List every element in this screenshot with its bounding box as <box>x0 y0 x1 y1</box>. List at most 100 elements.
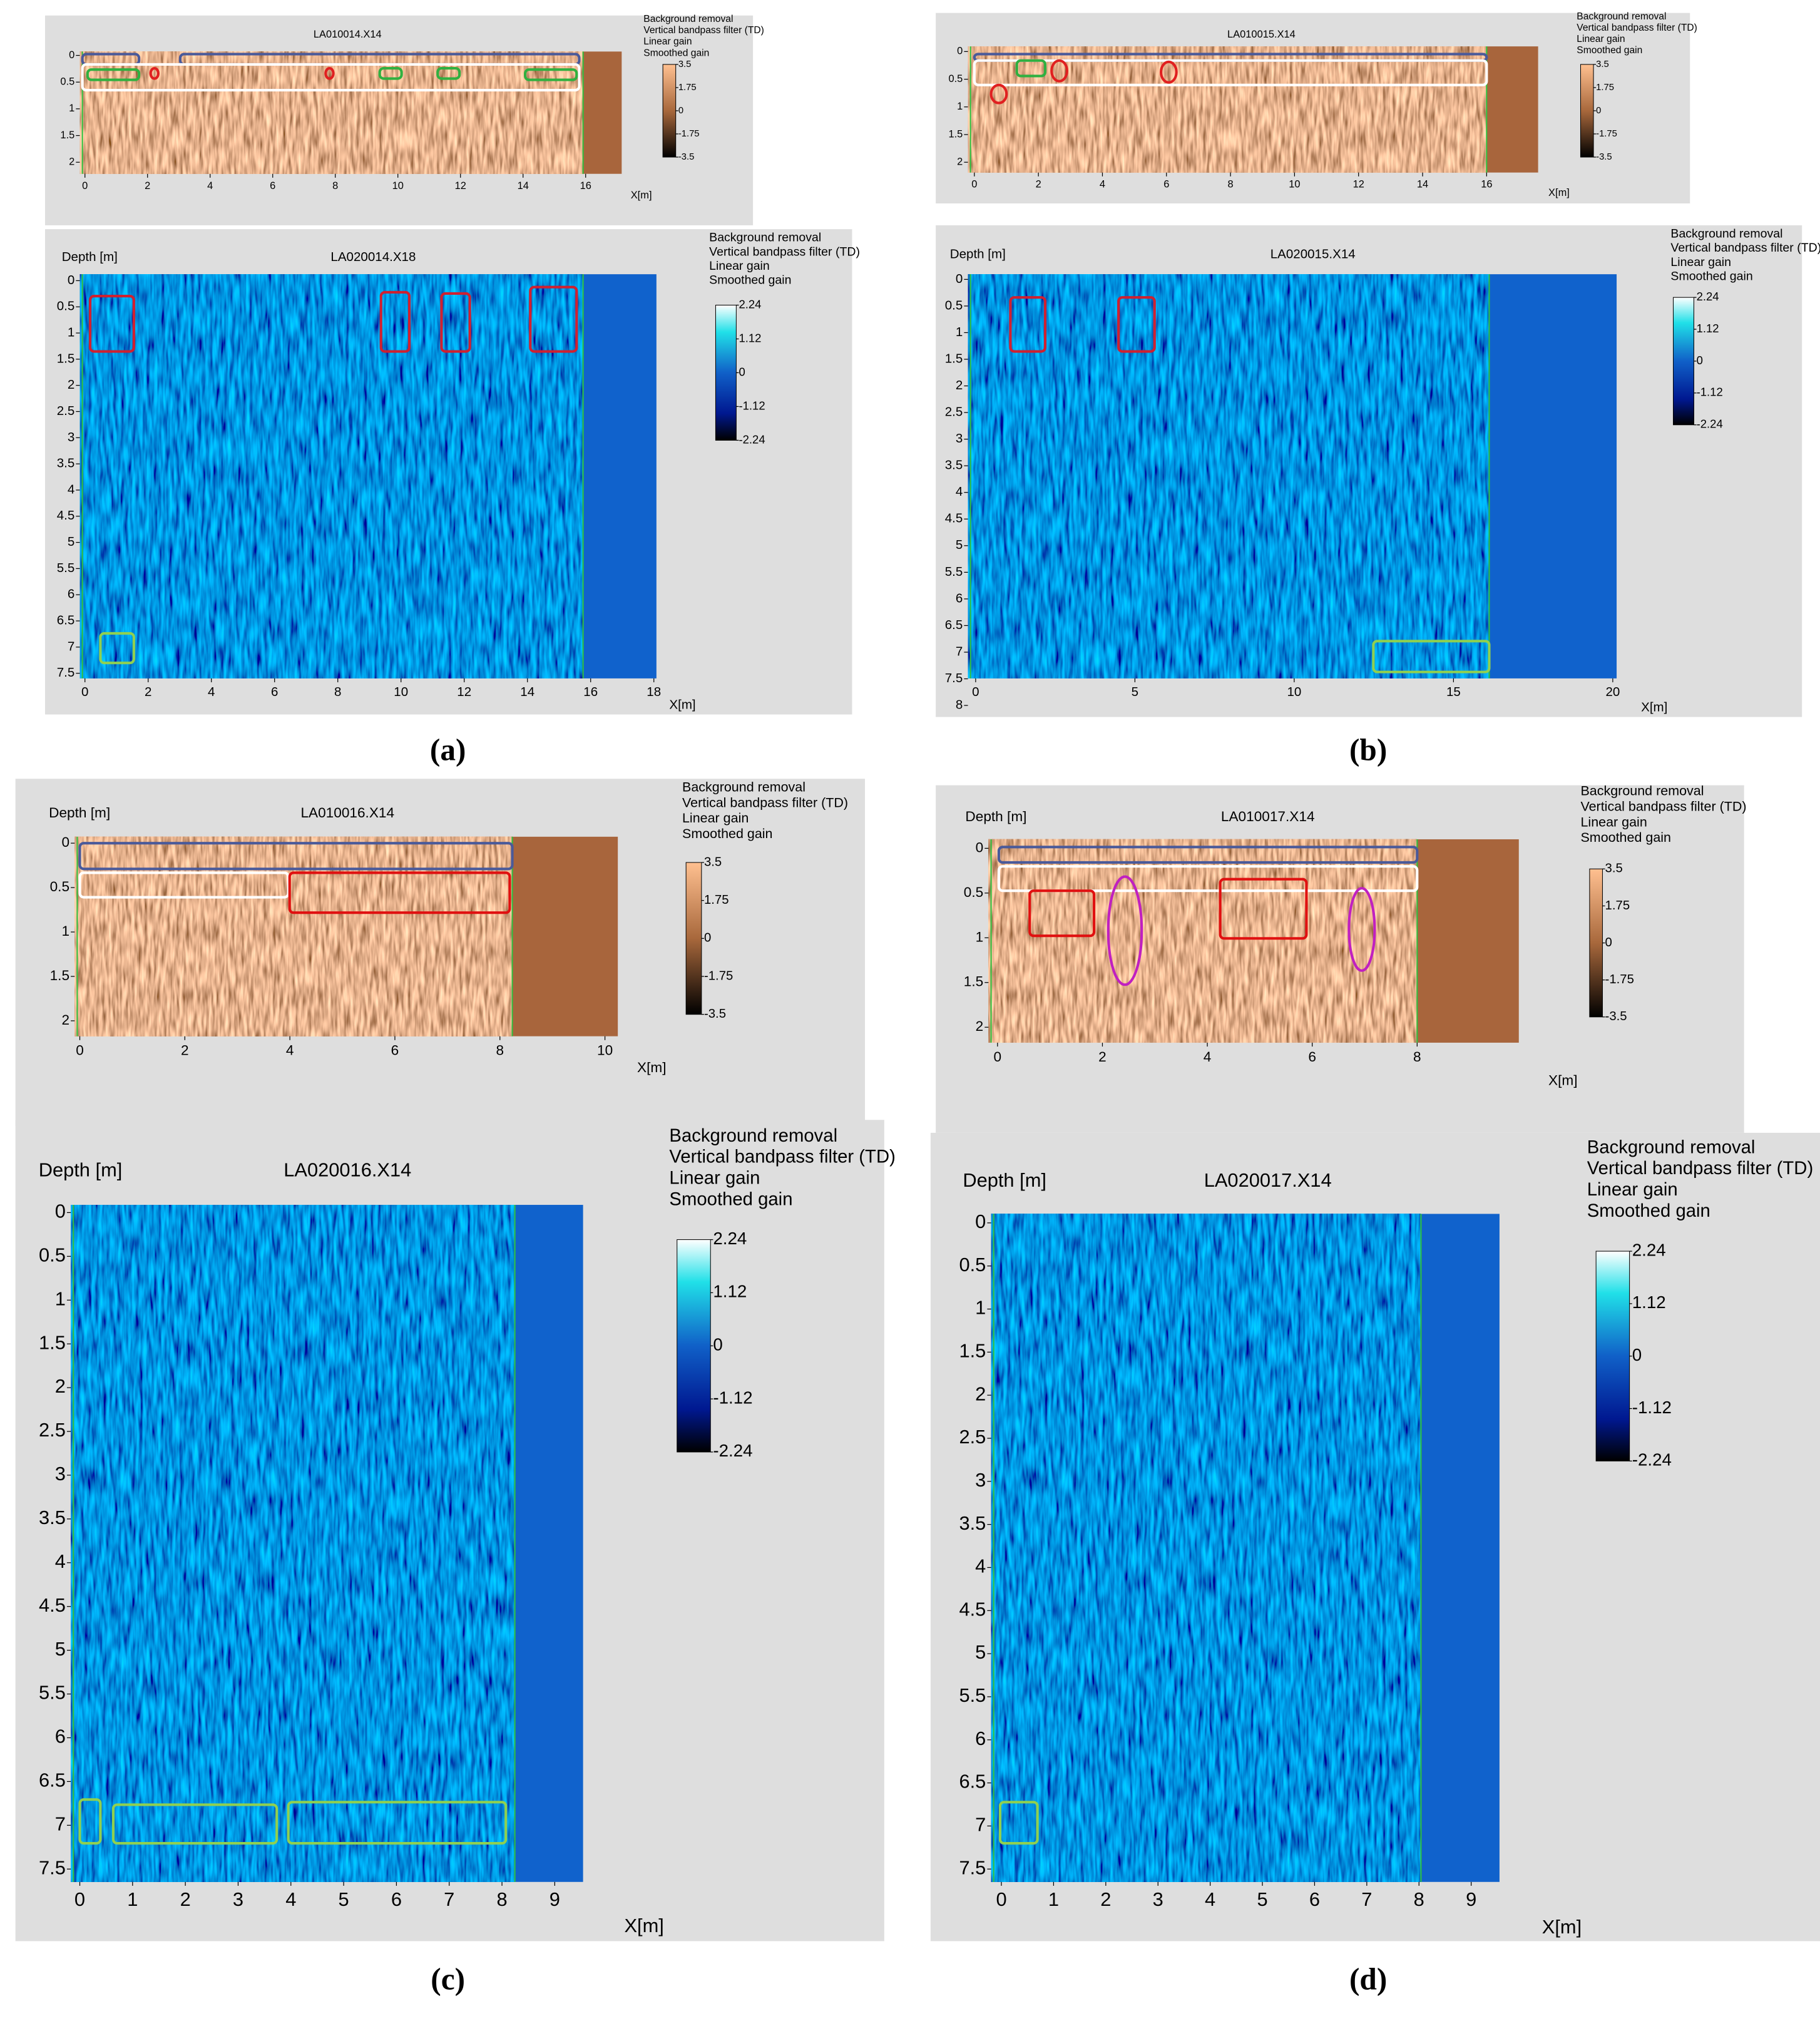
x-tick-label: 8 <box>496 1888 507 1910</box>
x-tick-label: 9 <box>1466 1888 1476 1910</box>
y-tick-label: 5 <box>956 538 963 552</box>
x-tick-label: 4 <box>1100 179 1105 190</box>
annotation-box <box>436 67 461 80</box>
processing-step: Linear gain <box>682 811 749 826</box>
radargram <box>988 839 1418 1043</box>
x-tick-label: 1 <box>1048 1888 1059 1910</box>
processing-step: Vertical bandpass filter (TD) <box>709 245 860 258</box>
y-tick-label: 6.5 <box>945 618 963 632</box>
colorbar-label: 3.5 <box>704 855 722 869</box>
y-tick-label: 6 <box>956 591 963 605</box>
depth-label: Depth [m] <box>963 1169 1046 1191</box>
x-tick-label: 6 <box>270 180 275 192</box>
colorbar-label: -1.75 <box>678 129 700 139</box>
annotation-ellipse <box>1050 59 1068 83</box>
colorbar-label: 1.12 <box>713 1282 747 1301</box>
y-tick-label: 8 <box>956 698 963 712</box>
x-tick-label: 7 <box>444 1888 454 1910</box>
colorbar-label: 0 <box>1605 936 1612 949</box>
x-tick-label: 0 <box>76 1043 84 1058</box>
y-tick-label: 7 <box>956 644 963 658</box>
y-tick-label: 5.5 <box>39 1682 66 1704</box>
colorbar <box>1595 1251 1630 1461</box>
annotation-box <box>440 292 471 353</box>
processing-step: Smoothed gain <box>669 1189 792 1210</box>
processing-step: Vertical bandpass filter (TD) <box>643 25 764 36</box>
x-axis-label: X[m] <box>1548 187 1570 198</box>
y-tick-label: 6 <box>55 1726 66 1747</box>
y-tick-label: 1 <box>68 325 74 339</box>
x-tick-label: 6 <box>1309 1888 1320 1910</box>
y-tick-label: 2.5 <box>57 404 75 418</box>
x-tick-label: 14 <box>1417 179 1428 190</box>
x-tick-label: 6 <box>271 685 278 699</box>
annotation-box <box>1015 59 1046 78</box>
y-tick-label: 2.5 <box>945 405 963 419</box>
y-tick-label: 7 <box>55 1813 66 1834</box>
y-tick-label: 1 <box>69 103 74 114</box>
processing-step: Smoothed gain <box>682 826 773 841</box>
colorbar-label: 3.5 <box>1596 59 1609 69</box>
x-tick-label: 8 <box>1414 1888 1424 1910</box>
colorbar-label: -3.5 <box>1596 152 1612 162</box>
processing-step: Background removal <box>682 779 805 794</box>
x-tick-label: 3 <box>1153 1888 1163 1910</box>
y-tick-label: 6.5 <box>57 613 75 627</box>
colorbar <box>1673 297 1694 426</box>
y-tick-label: 3.5 <box>39 1507 66 1528</box>
depth-label: Depth [m] <box>49 805 110 821</box>
y-tick-label: 0.5 <box>57 299 75 314</box>
y-tick-label: 1 <box>55 1287 66 1309</box>
y-tick-label: 1 <box>61 923 69 939</box>
y-tick-label: 7 <box>68 639 74 653</box>
x-tick-label: 12 <box>457 685 471 699</box>
y-tick-label: 6.5 <box>39 1769 66 1791</box>
x-tick-label: 10 <box>597 1043 613 1058</box>
annotation-box <box>524 68 578 81</box>
colorbar-label: 3.5 <box>1605 862 1623 876</box>
y-tick-label: 7.5 <box>39 1856 66 1878</box>
caption: (c) <box>431 1962 465 1997</box>
colorbar-label: -1.12 <box>713 1388 752 1407</box>
x-tick-label: 16 <box>583 685 598 699</box>
y-tick-label: 6 <box>68 587 74 601</box>
annotation-box <box>99 632 135 665</box>
annotation-ellipse <box>1159 60 1178 84</box>
x-tick-label: 4 <box>207 180 213 192</box>
x-tick-label: 16 <box>580 180 591 192</box>
annotation-box <box>378 67 403 80</box>
y-tick-label: 3.5 <box>945 458 963 473</box>
caption: (a) <box>430 733 466 767</box>
y-tick-label: 7 <box>975 1814 986 1836</box>
colorbar-label: 0 <box>678 106 683 116</box>
x-tick-label: 0 <box>972 685 979 699</box>
annotation-box <box>86 68 141 81</box>
processing-step: Vertical bandpass filter (TD) <box>1670 241 1820 255</box>
x-tick-label: 7 <box>1361 1888 1372 1910</box>
y-tick-label: 2.5 <box>39 1419 66 1441</box>
x-tick-label: 4 <box>286 1043 294 1058</box>
annotation-box <box>111 1803 279 1845</box>
radargram-title: LA010017.X14 <box>1221 809 1315 824</box>
annotation-box <box>529 285 578 353</box>
annotation-box <box>78 1798 102 1845</box>
y-tick-label: 2 <box>69 156 74 168</box>
y-tick-label: 3.5 <box>959 1512 986 1534</box>
y-tick-label: 5 <box>975 1641 986 1663</box>
y-tick-label: 2.5 <box>959 1426 986 1448</box>
y-tick-label: 6.5 <box>959 1771 986 1793</box>
annotation-ellipse <box>989 83 1008 105</box>
annotation-box <box>973 59 1488 86</box>
caption: (b) <box>1349 733 1387 767</box>
y-tick-label: 7.5 <box>57 665 75 680</box>
y-tick-label: 0 <box>956 272 963 286</box>
x-tick-label: 14 <box>518 180 529 192</box>
processing-step: Smoothed gain <box>1587 1200 1710 1221</box>
radargram <box>71 1205 515 1882</box>
x-tick-label: 5 <box>1132 685 1138 699</box>
colorbar-label: 1.12 <box>1632 1292 1666 1312</box>
processing-step: Vertical bandpass filter (TD) <box>682 795 848 810</box>
x-axis-label: X[m] <box>1542 1916 1582 1938</box>
colorbar <box>677 1239 711 1453</box>
y-tick-label: 2 <box>68 377 74 392</box>
